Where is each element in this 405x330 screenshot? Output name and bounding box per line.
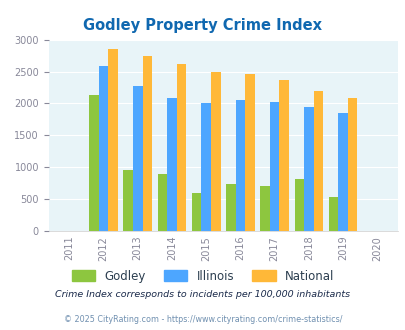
Bar xyxy=(279,81,288,231)
Bar xyxy=(142,56,152,231)
Bar xyxy=(211,72,220,231)
Bar xyxy=(303,107,313,231)
Bar xyxy=(313,91,322,231)
Bar xyxy=(347,98,357,231)
Bar xyxy=(328,197,337,231)
Bar xyxy=(108,49,117,231)
Bar xyxy=(245,74,254,231)
Bar xyxy=(337,113,347,231)
Text: Crime Index corresponds to incidents per 100,000 inhabitants: Crime Index corresponds to incidents per… xyxy=(55,290,350,299)
Bar xyxy=(235,100,245,231)
Bar xyxy=(226,184,235,231)
Bar xyxy=(260,186,269,231)
Bar xyxy=(191,193,201,231)
Bar xyxy=(132,86,142,231)
Bar xyxy=(98,66,108,231)
Bar xyxy=(294,179,303,231)
Bar xyxy=(89,95,98,231)
Bar xyxy=(176,64,186,231)
Text: © 2025 CityRating.com - https://www.cityrating.com/crime-statistics/: © 2025 CityRating.com - https://www.city… xyxy=(64,315,341,324)
Legend: Godley, Illinois, National: Godley, Illinois, National xyxy=(67,265,338,287)
Bar xyxy=(123,170,132,231)
Bar xyxy=(269,102,279,231)
Bar xyxy=(167,98,176,231)
Text: Godley Property Crime Index: Godley Property Crime Index xyxy=(83,18,322,33)
Bar xyxy=(157,174,167,231)
Bar xyxy=(201,103,211,231)
